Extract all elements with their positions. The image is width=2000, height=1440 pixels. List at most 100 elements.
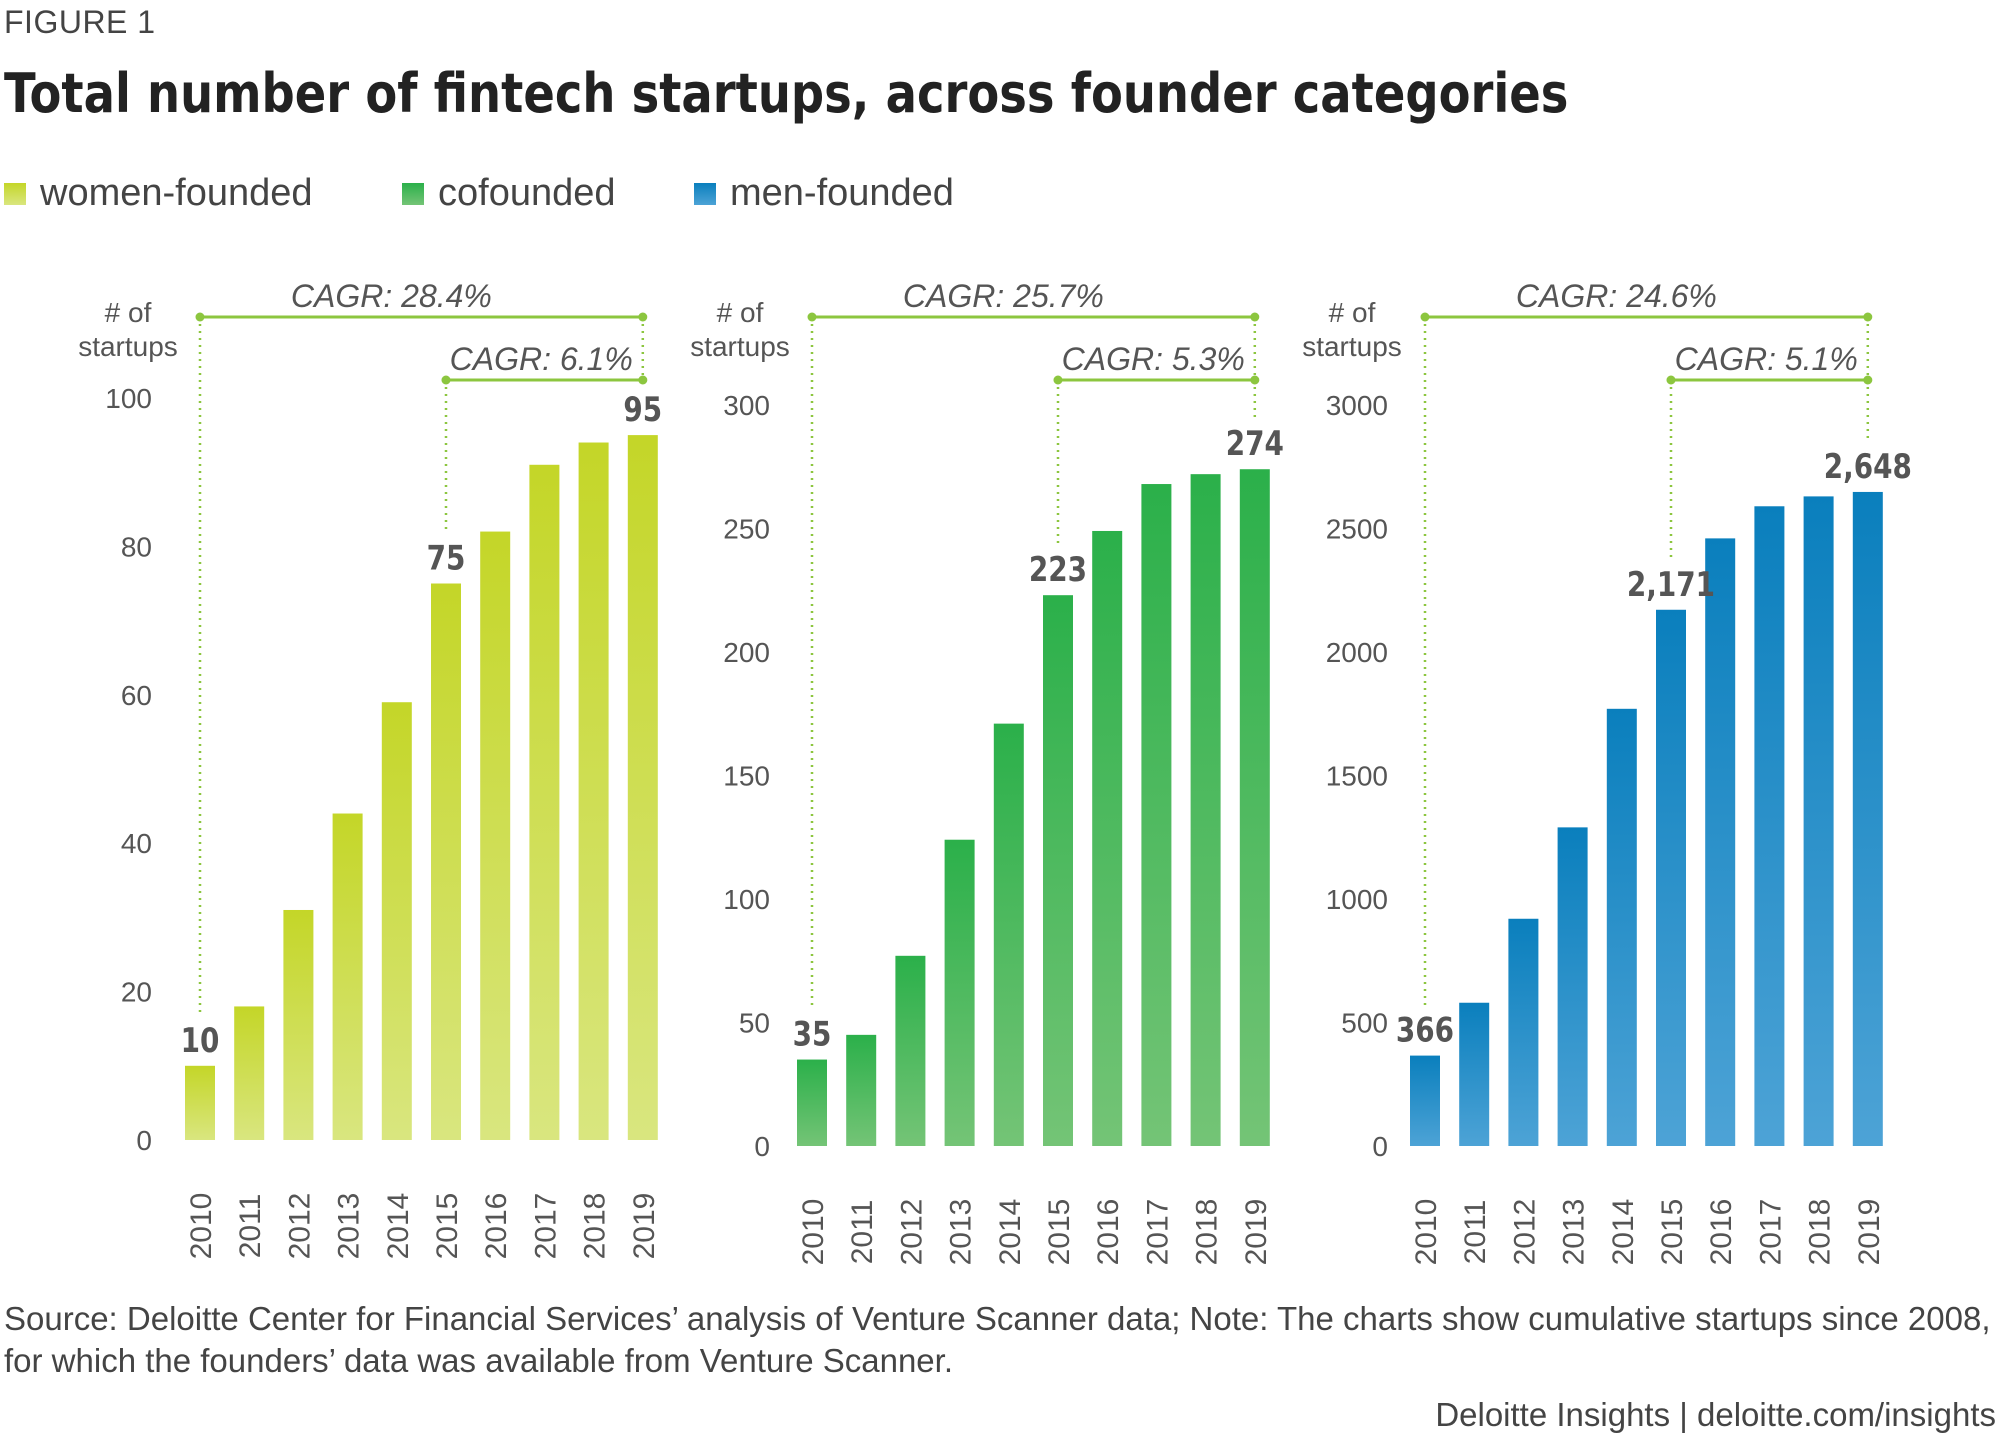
y-tick-label: 100 bbox=[723, 884, 770, 915]
cagr-label: CAGR: 28.4% bbox=[291, 278, 492, 314]
y-tick-label: 300 bbox=[723, 390, 770, 421]
data-label: 35 bbox=[793, 1015, 832, 1054]
data-label: 223 bbox=[1029, 551, 1087, 590]
cagr-label: CAGR: 5.1% bbox=[1675, 341, 1858, 377]
x-tick-label: 2011 bbox=[1459, 1200, 1492, 1265]
data-label: 274 bbox=[1226, 425, 1284, 464]
bar bbox=[283, 909, 314, 1140]
legend-swatch-cofounded bbox=[402, 182, 424, 205]
bar bbox=[1705, 538, 1736, 1146]
legend-swatch-women-founded bbox=[4, 182, 26, 205]
data-label: 366 bbox=[1396, 1011, 1454, 1050]
bar bbox=[185, 1065, 215, 1140]
cagr-label: CAGR: 24.6% bbox=[1516, 278, 1717, 314]
source-note: Source: Deloitte Center for Financial Se… bbox=[4, 1300, 1991, 1379]
bar bbox=[895, 955, 926, 1146]
bar bbox=[529, 464, 560, 1140]
y-tick-label: 80 bbox=[121, 531, 152, 562]
y-tick-label: 250 bbox=[723, 514, 770, 545]
x-tick-label: 2011 bbox=[234, 1194, 267, 1259]
legend-label-cofounded: cofounded bbox=[438, 172, 616, 214]
x-tick-label: 2012 bbox=[1508, 1199, 1541, 1266]
x-tick-label: 2011 bbox=[846, 1200, 879, 1265]
y-axis-label: startups bbox=[690, 331, 790, 362]
x-tick-label: 2012 bbox=[283, 1193, 316, 1260]
y-tick-label: 150 bbox=[723, 761, 770, 792]
bar bbox=[480, 531, 511, 1140]
x-tick-label: 2017 bbox=[1754, 1199, 1787, 1266]
x-tick-label: 2013 bbox=[945, 1199, 978, 1266]
x-tick-label: 2018 bbox=[1804, 1199, 1837, 1266]
chart-title: Total number of fintech startups, across… bbox=[4, 62, 1569, 125]
x-tick-label: 2019 bbox=[628, 1193, 661, 1260]
bar bbox=[1043, 595, 1073, 1146]
bar bbox=[1557, 827, 1588, 1146]
bar bbox=[1803, 496, 1834, 1146]
x-tick-label: 2015 bbox=[431, 1193, 464, 1260]
x-tick-label: 2013 bbox=[333, 1193, 366, 1260]
legend-label-men-founded: men-founded bbox=[730, 172, 954, 214]
y-tick-label: 40 bbox=[121, 828, 152, 859]
x-tick-label: 2018 bbox=[1191, 1199, 1224, 1266]
x-tick-label: 2010 bbox=[185, 1193, 218, 1260]
y-tick-label: 60 bbox=[121, 680, 152, 711]
bar bbox=[1092, 530, 1123, 1146]
y-axis-label: startups bbox=[1302, 331, 1402, 362]
x-tick-label: 2010 bbox=[1410, 1199, 1443, 1266]
cagr-label: CAGR: 25.7% bbox=[903, 278, 1104, 314]
bar bbox=[1852, 491, 1883, 1147]
legend-item-men-founded: men-founded bbox=[694, 172, 954, 215]
bar bbox=[1459, 1002, 1490, 1146]
bar bbox=[1508, 918, 1539, 1146]
cagr-label: CAGR: 5.3% bbox=[1062, 341, 1245, 377]
y-axis-label: # of bbox=[1329, 297, 1376, 328]
x-tick-label: 2014 bbox=[994, 1199, 1027, 1266]
bar bbox=[234, 1006, 265, 1140]
brand-credit: Deloitte Insights | deloitte.com/insight… bbox=[1435, 1396, 1996, 1433]
bar bbox=[993, 723, 1024, 1146]
x-tick-label: 2013 bbox=[1558, 1199, 1591, 1266]
data-label: 75 bbox=[427, 539, 466, 578]
y-tick-label: 3000 bbox=[1326, 390, 1388, 421]
y-tick-label: 1500 bbox=[1326, 761, 1388, 792]
bar bbox=[944, 839, 975, 1146]
x-tick-label: 2016 bbox=[480, 1193, 513, 1260]
data-label: 95 bbox=[623, 390, 662, 429]
x-tick-label: 2017 bbox=[529, 1193, 562, 1260]
x-tick-label: 2015 bbox=[1656, 1199, 1689, 1266]
legend-item-women-founded: women-founded bbox=[4, 172, 313, 215]
bar bbox=[1606, 708, 1637, 1146]
x-tick-label: 2010 bbox=[797, 1199, 830, 1266]
cagr-label: CAGR: 6.1% bbox=[450, 341, 633, 377]
y-tick-label: 50 bbox=[739, 1008, 770, 1039]
data-label: 2,171 bbox=[1627, 565, 1715, 604]
x-tick-label: 2015 bbox=[1043, 1199, 1076, 1266]
bar bbox=[1239, 469, 1270, 1147]
x-tick-label: 2016 bbox=[1705, 1199, 1738, 1266]
bar bbox=[846, 1034, 877, 1146]
y-tick-label: 0 bbox=[754, 1131, 770, 1162]
x-tick-label: 2019 bbox=[1853, 1199, 1886, 1266]
figure-label: FIGURE 1 bbox=[4, 4, 156, 40]
bar bbox=[381, 702, 412, 1140]
data-label: 2,648 bbox=[1824, 447, 1912, 486]
y-tick-label: 2500 bbox=[1326, 514, 1388, 545]
bar bbox=[1141, 484, 1172, 1146]
bar bbox=[627, 435, 658, 1141]
y-tick-label: 0 bbox=[136, 1125, 152, 1156]
x-tick-label: 2018 bbox=[579, 1193, 612, 1260]
y-tick-label: 200 bbox=[723, 637, 770, 668]
x-tick-label: 2017 bbox=[1141, 1199, 1174, 1266]
legend-item-cofounded: cofounded bbox=[402, 172, 616, 215]
x-tick-label: 2014 bbox=[1607, 1199, 1640, 1266]
bar bbox=[578, 442, 609, 1140]
x-tick-label: 2016 bbox=[1092, 1199, 1125, 1266]
y-axis-label: startups bbox=[78, 331, 178, 362]
y-tick-label: 20 bbox=[121, 977, 152, 1008]
data-label: 10 bbox=[181, 1021, 220, 1060]
y-tick-label: 100 bbox=[105, 383, 152, 414]
y-axis-label: # of bbox=[717, 297, 764, 328]
